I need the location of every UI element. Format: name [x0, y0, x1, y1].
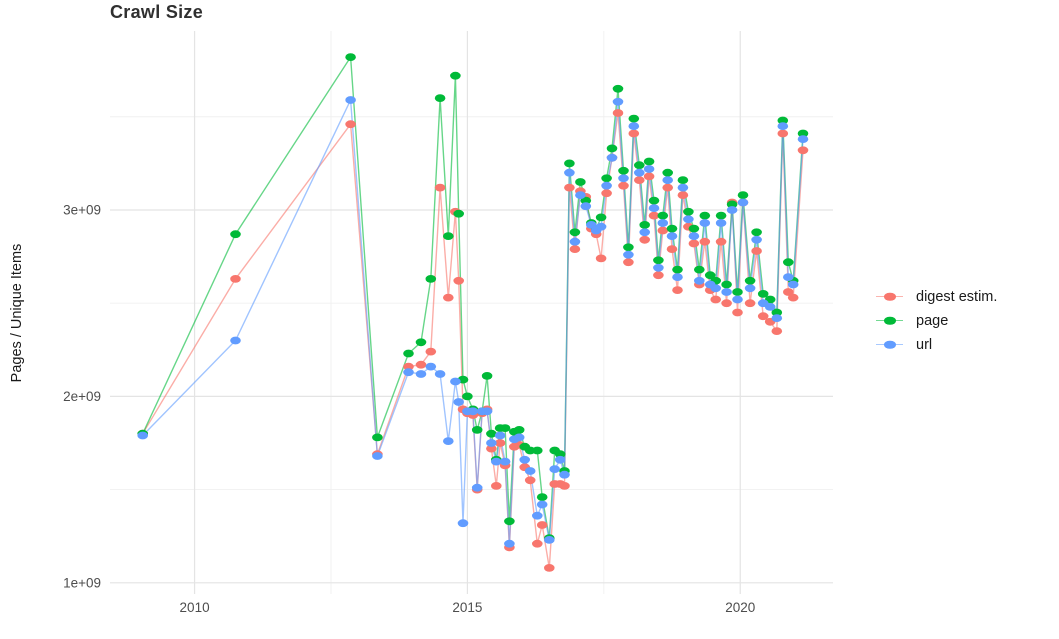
x-axis-tick-labels: 2010 2015 2020 [180, 600, 756, 615]
svg-text:2e+09: 2e+09 [63, 389, 101, 404]
legend-label-url: url [916, 336, 933, 353]
series-line-page [142, 54, 804, 539]
chart-title: Crawl Size [110, 2, 204, 22]
url-series-key-icon [876, 339, 903, 351]
series-points-page [137, 53, 809, 542]
legend-entry-digest: digest estim. [876, 288, 997, 305]
svg-text:2015: 2015 [452, 600, 482, 615]
series-line-url [142, 97, 804, 544]
svg-text:1e+09: 1e+09 [63, 575, 101, 590]
digest-series-key-icon [876, 291, 903, 303]
series-points-url [137, 96, 809, 548]
svg-text:2020: 2020 [725, 600, 755, 615]
legend-label-digest: digest estim. [916, 288, 998, 305]
svg-text:2010: 2010 [180, 600, 210, 615]
grid-minor [110, 31, 833, 594]
grid-major [110, 31, 833, 594]
page-series-key-icon [876, 315, 903, 327]
y-axis-tick-labels: 1e+09 2e+09 3e+09 [63, 202, 101, 590]
legend-entry-url: url [876, 336, 997, 353]
svg-text:3e+09: 3e+09 [63, 202, 101, 217]
legend-label-page: page [916, 312, 949, 329]
legend-entry-page: page [876, 312, 997, 329]
series-line-digestestim [142, 112, 804, 569]
legend: digest estim. page url [876, 288, 997, 353]
